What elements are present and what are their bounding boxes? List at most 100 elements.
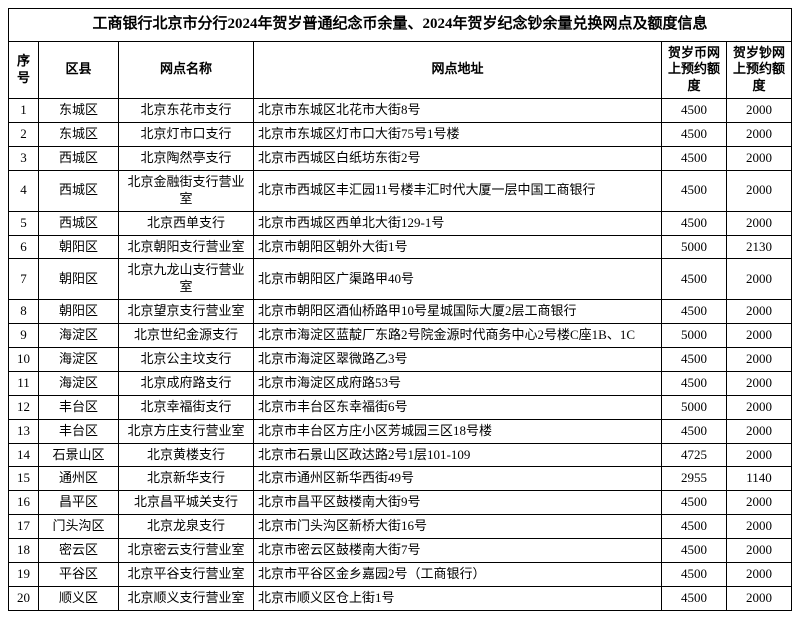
cell-seq: 7 xyxy=(9,259,39,300)
table-row: 3西城区北京陶然亭支行北京市西城区白纸坊东街2号45002000 xyxy=(9,146,792,170)
cell-district: 平谷区 xyxy=(39,562,119,586)
cell-seq: 5 xyxy=(9,211,39,235)
cell-note-quota: 2000 xyxy=(726,562,791,586)
cell-coin-quota: 4500 xyxy=(661,259,726,300)
cell-branch: 北京望京支行营业室 xyxy=(119,300,254,324)
cell-district: 昌平区 xyxy=(39,491,119,515)
cell-seq: 17 xyxy=(9,515,39,539)
cell-seq: 15 xyxy=(9,467,39,491)
cell-district: 东城区 xyxy=(39,123,119,147)
quota-table: 工商银行北京市分行2024年贺岁普通纪念币余量、2024年贺岁纪念钞余量兑换网点… xyxy=(8,8,792,611)
header-coin-quota: 贺岁币网上预约额度 xyxy=(661,41,726,99)
cell-address: 北京市东城区灯市口大街75号1号楼 xyxy=(254,123,662,147)
cell-address: 北京市平谷区金乡嘉园2号（工商银行） xyxy=(254,562,662,586)
table-row: 18密云区北京密云支行营业室北京市密云区鼓楼南大街7号45002000 xyxy=(9,539,792,563)
table-row: 11海淀区北京成府路支行北京市海淀区成府路53号45002000 xyxy=(9,371,792,395)
cell-coin-quota: 4500 xyxy=(661,515,726,539)
cell-district: 朝阳区 xyxy=(39,300,119,324)
cell-district: 朝阳区 xyxy=(39,259,119,300)
cell-branch: 北京方庄支行营业室 xyxy=(119,419,254,443)
cell-note-quota: 2130 xyxy=(726,235,791,259)
cell-address: 北京市西城区西单北大街129-1号 xyxy=(254,211,662,235)
cell-coin-quota: 4500 xyxy=(661,491,726,515)
cell-address: 北京市丰台区东幸福街6号 xyxy=(254,395,662,419)
cell-branch: 北京东花市支行 xyxy=(119,99,254,123)
cell-address: 北京市石景山区政达路2号1层101-109 xyxy=(254,443,662,467)
cell-branch: 北京平谷支行营业室 xyxy=(119,562,254,586)
cell-branch: 北京公主坟支行 xyxy=(119,347,254,371)
cell-branch: 北京新华支行 xyxy=(119,467,254,491)
cell-address: 北京市西城区丰汇园11号楼丰汇时代大厦一层中国工商银行 xyxy=(254,170,662,211)
cell-note-quota: 2000 xyxy=(726,419,791,443)
table-row: 16昌平区北京昌平城关支行北京市昌平区鼓楼南大街9号45002000 xyxy=(9,491,792,515)
cell-seq: 13 xyxy=(9,419,39,443)
cell-seq: 9 xyxy=(9,324,39,348)
cell-address: 北京市西城区白纸坊东街2号 xyxy=(254,146,662,170)
cell-seq: 4 xyxy=(9,170,39,211)
cell-coin-quota: 4500 xyxy=(661,539,726,563)
cell-branch: 北京成府路支行 xyxy=(119,371,254,395)
cell-address: 北京市海淀区翠微路乙3号 xyxy=(254,347,662,371)
table-row: 6朝阳区北京朝阳支行营业室北京市朝阳区朝外大街1号50002130 xyxy=(9,235,792,259)
cell-district: 西城区 xyxy=(39,146,119,170)
cell-district: 石景山区 xyxy=(39,443,119,467)
header-seq: 序号 xyxy=(9,41,39,99)
cell-seq: 12 xyxy=(9,395,39,419)
cell-note-quota: 2000 xyxy=(726,347,791,371)
cell-seq: 8 xyxy=(9,300,39,324)
cell-seq: 16 xyxy=(9,491,39,515)
cell-branch: 北京金融街支行营业室 xyxy=(119,170,254,211)
cell-district: 朝阳区 xyxy=(39,235,119,259)
table-row: 7朝阳区北京九龙山支行营业室北京市朝阳区广渠路甲40号45002000 xyxy=(9,259,792,300)
cell-district: 西城区 xyxy=(39,211,119,235)
cell-district: 丰台区 xyxy=(39,395,119,419)
cell-seq: 1 xyxy=(9,99,39,123)
cell-note-quota: 2000 xyxy=(726,515,791,539)
cell-coin-quota: 4500 xyxy=(661,123,726,147)
table-row: 13丰台区北京方庄支行营业室北京市丰台区方庄小区芳城园三区18号楼4500200… xyxy=(9,419,792,443)
cell-district: 海淀区 xyxy=(39,324,119,348)
cell-address: 北京市朝阳区酒仙桥路甲10号星城国际大厦2层工商银行 xyxy=(254,300,662,324)
cell-address: 北京市海淀区成府路53号 xyxy=(254,371,662,395)
cell-branch: 北京密云支行营业室 xyxy=(119,539,254,563)
table-row: 10海淀区北京公主坟支行北京市海淀区翠微路乙3号45002000 xyxy=(9,347,792,371)
cell-coin-quota: 4500 xyxy=(661,586,726,610)
cell-note-quota: 2000 xyxy=(726,586,791,610)
cell-coin-quota: 4500 xyxy=(661,562,726,586)
cell-address: 北京市朝阳区朝外大街1号 xyxy=(254,235,662,259)
table-row: 19平谷区北京平谷支行营业室北京市平谷区金乡嘉园2号（工商银行）45002000 xyxy=(9,562,792,586)
cell-address: 北京市门头沟区新桥大街16号 xyxy=(254,515,662,539)
cell-branch: 北京昌平城关支行 xyxy=(119,491,254,515)
cell-note-quota: 2000 xyxy=(726,99,791,123)
cell-seq: 6 xyxy=(9,235,39,259)
cell-coin-quota: 4500 xyxy=(661,211,726,235)
cell-branch: 北京顺义支行营业室 xyxy=(119,586,254,610)
cell-branch: 北京九龙山支行营业室 xyxy=(119,259,254,300)
cell-seq: 11 xyxy=(9,371,39,395)
cell-note-quota: 2000 xyxy=(726,146,791,170)
table-header-row: 序号 区县 网点名称 网点地址 贺岁币网上预约额度 贺岁钞网上预约额度 xyxy=(9,41,792,99)
cell-coin-quota: 2955 xyxy=(661,467,726,491)
cell-seq: 18 xyxy=(9,539,39,563)
cell-district: 丰台区 xyxy=(39,419,119,443)
cell-address: 北京市东城区北花市大街8号 xyxy=(254,99,662,123)
cell-coin-quota: 5000 xyxy=(661,395,726,419)
cell-branch: 北京龙泉支行 xyxy=(119,515,254,539)
cell-note-quota: 2000 xyxy=(726,123,791,147)
cell-address: 北京市昌平区鼓楼南大街9号 xyxy=(254,491,662,515)
cell-seq: 10 xyxy=(9,347,39,371)
cell-note-quota: 2000 xyxy=(726,443,791,467)
table-row: 9海淀区北京世纪金源支行北京市海淀区蓝靛厂东路2号院金源时代商务中心2号楼C座1… xyxy=(9,324,792,348)
cell-district: 东城区 xyxy=(39,99,119,123)
table-row: 12丰台区北京幸福街支行北京市丰台区东幸福街6号50002000 xyxy=(9,395,792,419)
cell-seq: 14 xyxy=(9,443,39,467)
cell-district: 门头沟区 xyxy=(39,515,119,539)
table-row: 14石景山区北京黄楼支行北京市石景山区政达路2号1层101-1094725200… xyxy=(9,443,792,467)
cell-district: 西城区 xyxy=(39,170,119,211)
table-row: 20顺义区北京顺义支行营业室北京市顺义区仓上街1号45002000 xyxy=(9,586,792,610)
cell-address: 北京市海淀区蓝靛厂东路2号院金源时代商务中心2号楼C座1B、1C xyxy=(254,324,662,348)
cell-address: 北京市密云区鼓楼南大街7号 xyxy=(254,539,662,563)
cell-coin-quota: 5000 xyxy=(661,235,726,259)
cell-note-quota: 2000 xyxy=(726,211,791,235)
header-note-quota: 贺岁钞网上预约额度 xyxy=(726,41,791,99)
